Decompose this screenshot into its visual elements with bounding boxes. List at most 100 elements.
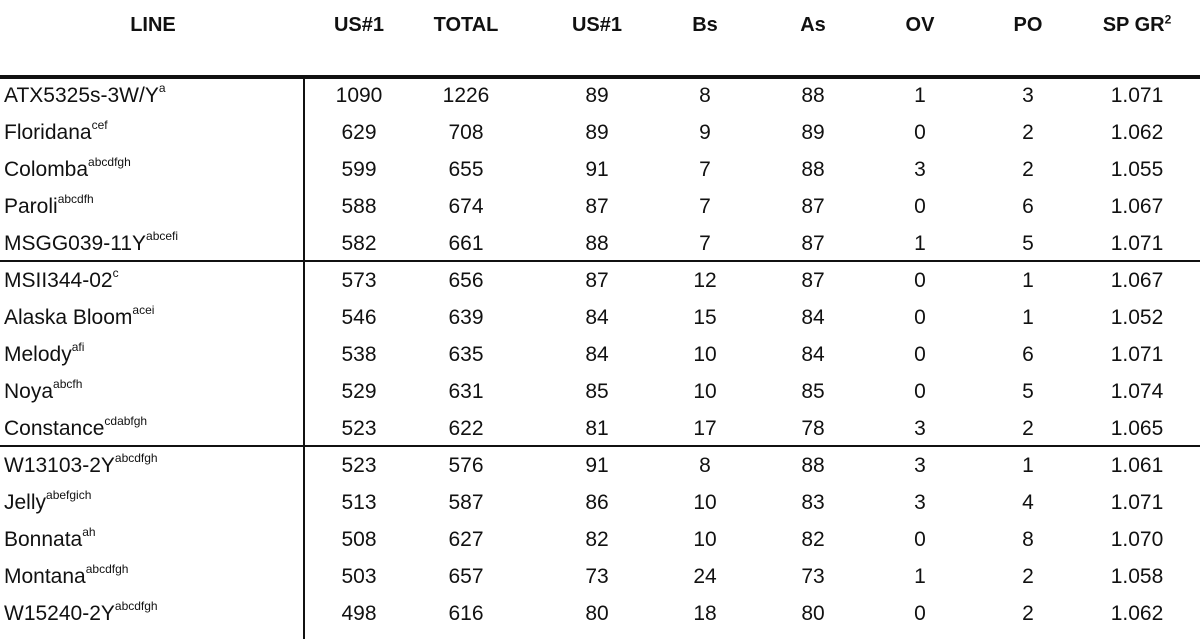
cell-as: 83: [801, 491, 825, 514]
line-name-superscript: afi: [71, 340, 85, 354]
line-name-superscript: cdabfgh: [104, 414, 148, 428]
header-total: TOTAL: [433, 14, 499, 36]
line-name-superscript: ah: [82, 525, 96, 539]
table-header: LINE US#1 TOTAL US#1 Bs As OV PO SP GR2: [0, 0, 1200, 56]
cell-ov: 1: [914, 565, 926, 588]
cell-as: 88: [801, 84, 825, 107]
line-name-text: Paroli: [4, 195, 58, 218]
table-row: Melodyafi 538 635 84 10 84 0 6 1.071: [0, 339, 1200, 376]
cell-bs: 10: [693, 528, 717, 551]
cell-bs: 18: [693, 602, 717, 625]
header-bs: Bs: [692, 14, 718, 36]
cell-us1-cwt: 573: [341, 269, 377, 292]
cell-as: 78: [801, 417, 825, 440]
cell-total: 655: [448, 158, 484, 181]
cell-bs: 7: [699, 158, 711, 181]
header-as: As: [800, 14, 826, 36]
cell-line-name: Bonnataah: [4, 525, 96, 552]
cell-ov: 0: [914, 269, 926, 292]
cell-as: 82: [801, 528, 825, 551]
cell-total: 635: [448, 343, 484, 366]
line-name-superscript: abcdfgh: [114, 599, 158, 613]
cell-sp-gr: 1.065: [1110, 417, 1164, 440]
line-name-text: Noya: [4, 380, 54, 403]
cell-as: 85: [801, 380, 825, 403]
cell-us1-percent: 87: [585, 269, 609, 292]
line-name-superscript: abcdfgh: [88, 155, 131, 169]
cell-po: 6: [1022, 343, 1034, 366]
table-row: Constancecdabfgh 523 622 81 17 78 3 2 1.065: [0, 413, 1200, 450]
cell-us1-cwt: 498: [341, 602, 377, 625]
line-name-text: Melody: [4, 343, 72, 366]
cell-ov: 3: [914, 491, 926, 514]
cell-line-name: Constancecdabfgh: [4, 414, 148, 441]
cell-line-name: Colombaabcdfgh: [4, 155, 131, 182]
cell-total: 657: [448, 565, 484, 588]
line-name-superscript: c: [112, 266, 119, 280]
cell-po: 2: [1022, 121, 1034, 144]
line-name-text: Montana: [4, 565, 86, 588]
cell-us1-cwt: 523: [341, 417, 377, 440]
line-name-text: MSGG039-11Y: [4, 232, 147, 255]
cell-us1-cwt: 529: [341, 380, 377, 403]
cell-us1-cwt: 538: [341, 343, 377, 366]
header-us1-percent: US#1: [571, 14, 623, 36]
cell-bs: 10: [693, 343, 717, 366]
table-row: Jellyabefgich 513 587 86 10 83 3 4 1.071: [0, 487, 1200, 524]
cell-bs: 10: [693, 491, 717, 514]
cell-us1-percent: 81: [585, 417, 609, 440]
cell-sp-gr: 1.067: [1110, 269, 1164, 292]
cell-total: 587: [448, 491, 484, 514]
line-name-superscript: a: [158, 81, 166, 95]
cell-po: 8: [1022, 528, 1034, 551]
cell-us1-cwt: 503: [341, 565, 377, 588]
cell-ov: 1: [914, 232, 926, 255]
cell-bs: 24: [693, 565, 717, 588]
cell-line-name: Paroliabcdfh: [4, 192, 94, 219]
line-name-superscript: abcdfh: [57, 192, 94, 206]
table-row: Alaska Bloomacei 546 639 84 15 84 0 1 1.052: [0, 302, 1200, 339]
cell-as: 73: [801, 565, 825, 588]
table-row: MSII344-02c 573 656 87 12 87 0 1 1.067: [0, 265, 1200, 302]
table-row: ATX5325s-3W/Ya 1090 1226 89 8 88 1 3 1.071: [0, 80, 1200, 117]
cell-bs: 7: [699, 232, 711, 255]
cell-line-name: Noyaabcfh: [4, 377, 83, 404]
table-row: Floridanacef 629 708 89 9 89 0 2 1.062: [0, 117, 1200, 154]
cell-sp-gr: 1.062: [1110, 602, 1164, 625]
line-name-text: Colomba: [4, 158, 89, 181]
line-name-superscript: abcdfgh: [114, 451, 158, 465]
cell-total: 661: [448, 232, 484, 255]
cell-bs: 10: [693, 380, 717, 403]
cell-sp-gr: 1.071: [1110, 343, 1164, 366]
cell-total: 576: [448, 454, 484, 477]
cell-us1-percent: 91: [585, 454, 609, 477]
line-name-text: Jelly: [4, 491, 47, 514]
cell-bs: 17: [693, 417, 717, 440]
table-row: W15240-2Yabcdfgh 498 616 80 18 80 0 2 1.062: [0, 598, 1200, 635]
cell-total: 627: [448, 528, 484, 551]
cell-sp-gr: 1.058: [1110, 565, 1164, 588]
cell-sp-gr: 1.062: [1110, 121, 1164, 144]
cell-as: 84: [801, 306, 825, 329]
cell-us1-percent: 88: [585, 232, 609, 255]
cell-line-name: Floridanacef: [4, 119, 108, 145]
cell-line-name: W13103-2Yabcdfgh: [4, 451, 158, 478]
cell-us1-percent: 87: [585, 195, 609, 218]
cell-ov: 0: [914, 306, 926, 329]
line-name-text: Bonnata: [4, 528, 83, 551]
cell-ov: 3: [914, 158, 926, 181]
group-divider-2: [0, 445, 1200, 447]
line-name-text: W13103-2Y: [4, 454, 115, 477]
cell-po: 1: [1022, 269, 1034, 292]
line-name-superscript: abcdfgh: [85, 562, 129, 576]
cell-us1-cwt: 599: [341, 158, 377, 181]
cell-sp-gr: 1.071: [1110, 84, 1164, 107]
cell-po: 6: [1022, 195, 1034, 218]
line-name-superscript: abcfh: [53, 377, 83, 391]
cell-po: 2: [1022, 158, 1034, 181]
cell-po: 5: [1022, 380, 1034, 403]
table-row: Bonnataah 508 627 82 10 82 0 8 1.070: [0, 524, 1200, 561]
cell-ov: 0: [914, 602, 926, 625]
cell-po: 2: [1022, 602, 1034, 625]
cell-us1-cwt: 1090: [335, 84, 383, 107]
